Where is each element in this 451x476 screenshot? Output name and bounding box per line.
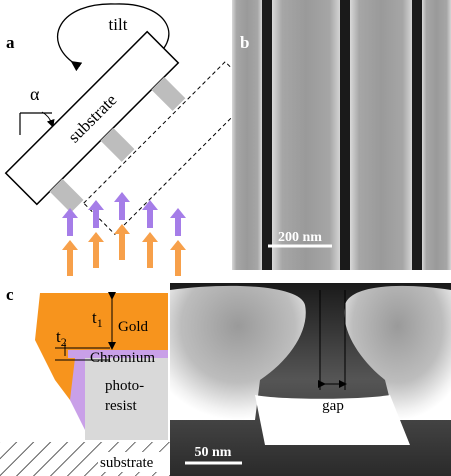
resist-label: photo- — [105, 378, 144, 394]
beam-arrow — [114, 192, 130, 220]
panel-c-schematic: c t1 Gold t2 Chromium photo- resist subs… — [0, 285, 170, 476]
panel-b: b 200 nm — [232, 0, 451, 270]
beam-arrow — [142, 232, 158, 268]
angle-label: α — [30, 84, 40, 104]
panel-a: a tilt α substrate — [6, 4, 257, 276]
beam-arrow — [88, 200, 104, 228]
beam-arrow — [88, 232, 104, 268]
angle-arc — [42, 112, 52, 124]
gap-label: gap — [322, 398, 344, 414]
scale-label: 200 nm — [278, 230, 322, 245]
panel-label: a — [6, 33, 15, 52]
beam-arrow — [170, 240, 186, 276]
scale-label: 50 nm — [195, 445, 232, 460]
panel-label: c — [6, 285, 14, 304]
panel-label: b — [240, 33, 249, 52]
beam-arrow — [62, 208, 78, 236]
beam-arrows — [62, 192, 186, 276]
panel-c-sem: gap 50 nm — [170, 283, 451, 476]
resist-label: resist — [105, 398, 137, 414]
gold-label: Gold — [118, 319, 149, 335]
figure: a tilt α substrate b 200 nm c — [0, 0, 451, 476]
chromium-label: Chromium — [90, 350, 155, 366]
beam-arrow — [114, 224, 130, 260]
substrate-a: substrate — [6, 32, 200, 226]
beam-arrow — [62, 240, 78, 276]
beam-arrow — [170, 208, 186, 236]
tilt-label: tilt — [109, 15, 128, 34]
substrate-label: substrate — [100, 455, 154, 471]
